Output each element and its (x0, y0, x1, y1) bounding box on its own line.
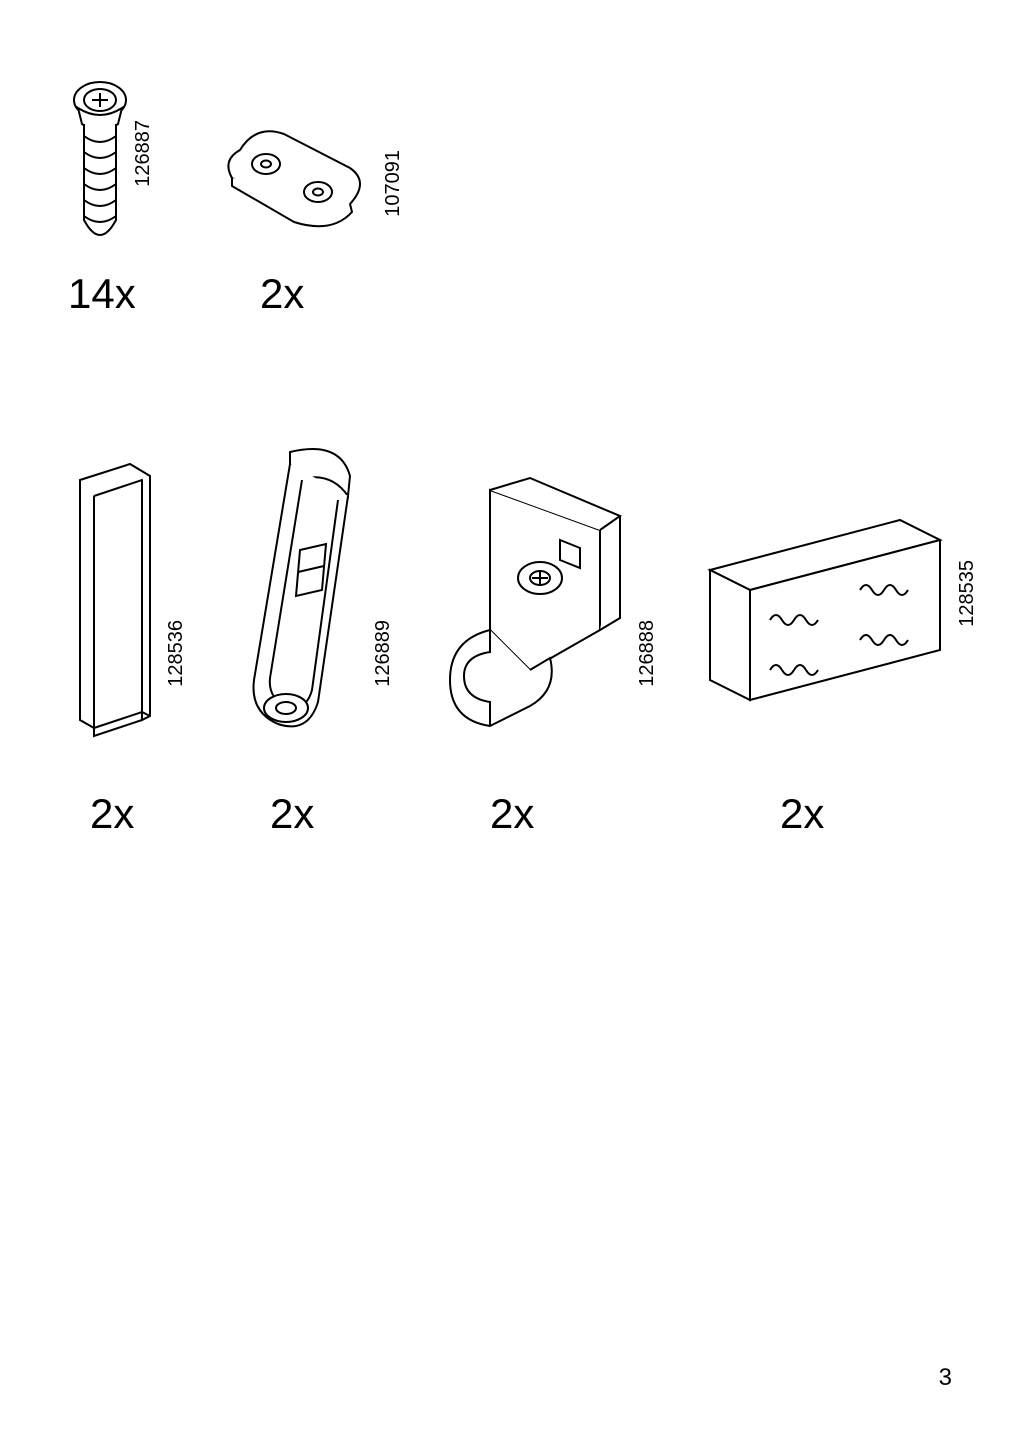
part-rail (70, 460, 160, 740)
part-number-screw: 126887 (132, 120, 155, 187)
hinge-a-icon (230, 440, 370, 740)
instruction-page: 126887 14x 107091 2x (0, 0, 1012, 1432)
part-number-hinge-a: 126889 (372, 620, 395, 687)
part-screw (70, 80, 130, 250)
qty-screw: 14x (68, 270, 136, 318)
plate-icon (210, 120, 380, 230)
qty-hinge-a: 2x (270, 790, 314, 838)
qty-hinge-b: 2x (490, 790, 534, 838)
part-hinge-b (430, 470, 630, 740)
qty-rail: 2x (90, 790, 134, 838)
part-hinge-a (230, 440, 370, 740)
qty-panel: 2x (780, 790, 824, 838)
rail-icon (70, 460, 160, 740)
qty-plate: 2x (260, 270, 304, 318)
part-panel (700, 510, 950, 710)
part-plate (210, 120, 380, 230)
screw-icon (70, 80, 130, 250)
part-number-panel: 128535 (956, 560, 979, 627)
page-number: 3 (939, 1364, 952, 1392)
part-number-plate: 107091 (382, 150, 405, 217)
panel-icon (700, 510, 950, 710)
hinge-b-icon (430, 470, 630, 740)
part-number-hinge-b: 126888 (636, 620, 659, 687)
part-number-rail: 128536 (165, 620, 188, 687)
